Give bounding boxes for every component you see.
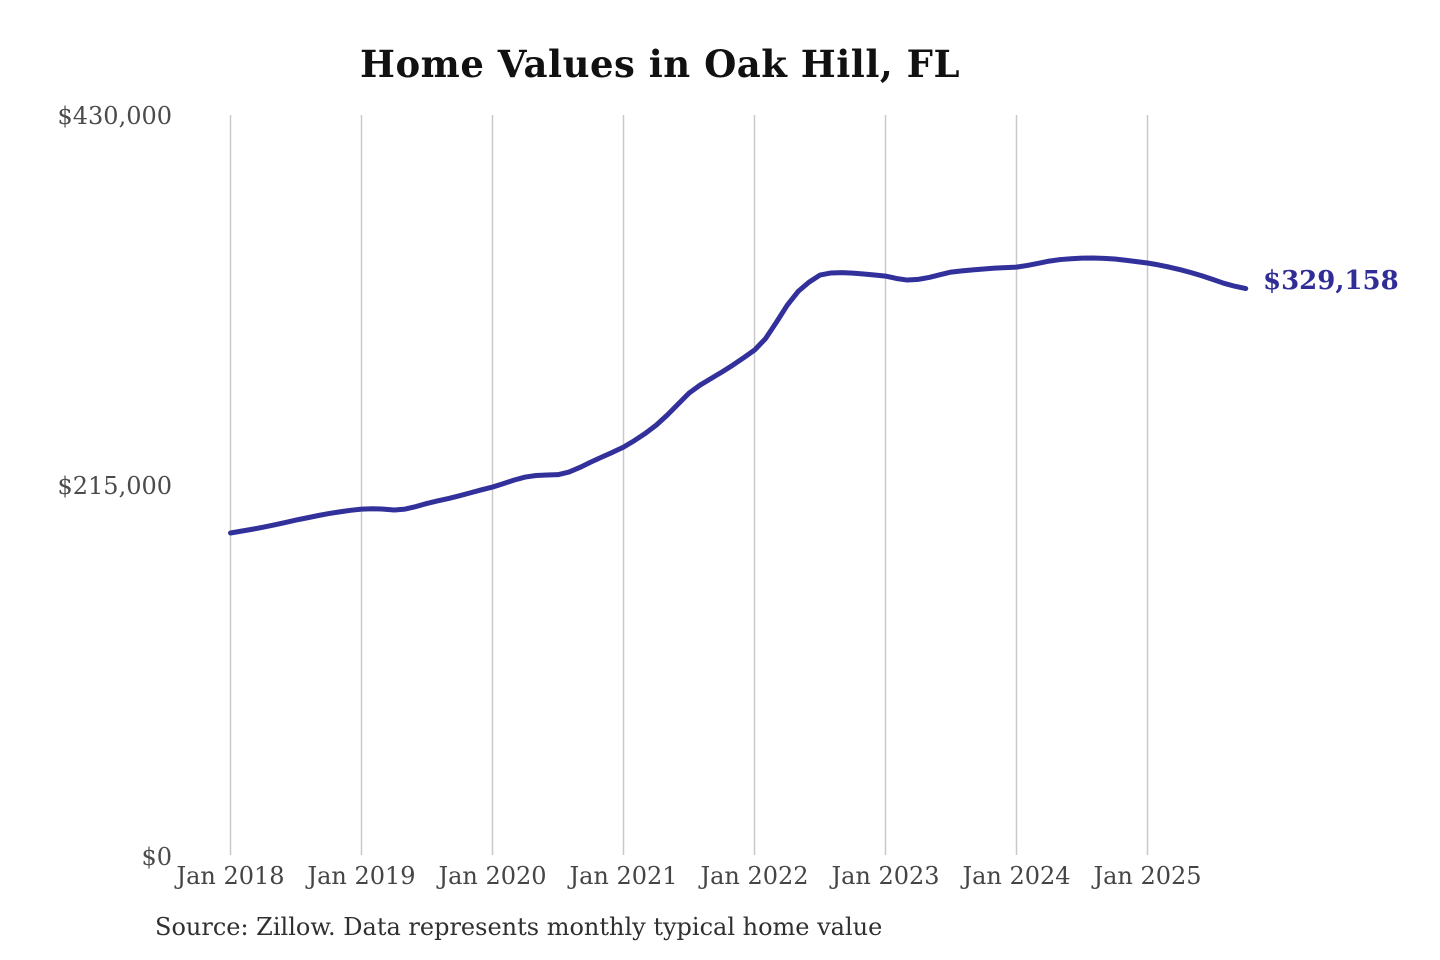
home-value-line-series [228,255,1249,536]
x-axis-tick-label: Jan 2018 [176,862,285,890]
source-attribution: Source: Zillow. Data represents monthly … [155,913,883,941]
x-axis-tick-label: Jan 2021 [569,862,678,890]
y-axis-tick-label: $0 [141,843,172,871]
x-axis-tick-label: Jan 2022 [700,862,809,890]
y-axis-tick-label: $430,000 [57,102,172,130]
x-axis-tick-label: Jan 2024 [962,862,1071,890]
x-axis-tick-label: Jan 2025 [1093,862,1202,890]
y-axis-tick-label: $215,000 [57,472,172,500]
x-axis-tick-label: Jan 2023 [831,862,940,890]
x-axis-tick-label: Jan 2020 [438,862,547,890]
x-axis-tick-label: Jan 2019 [307,862,416,890]
latest-value-label: $329,158 [1263,266,1399,296]
chart-title: Home Values in Oak Hill, FL [360,42,960,86]
